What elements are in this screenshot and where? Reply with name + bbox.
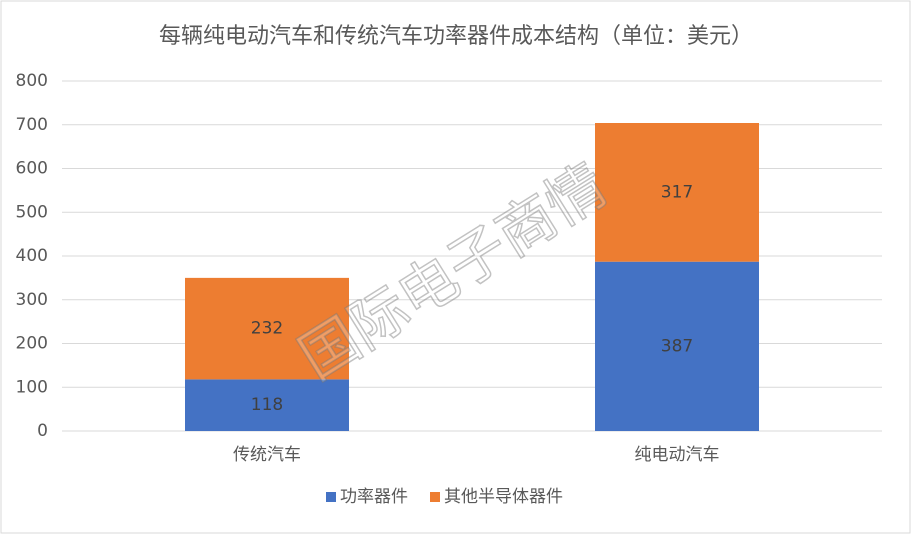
y-tick-label: 0 <box>37 421 48 441</box>
y-tick-label: 100 <box>16 377 48 397</box>
chart-title: 每辆纯电动汽车和传统汽车功率器件成本结构（单位：美元） <box>159 24 753 49</box>
legend-label: 功率器件 <box>340 487 408 507</box>
y-tick-label: 800 <box>16 71 48 91</box>
bar-segment <box>595 123 759 262</box>
data-label: 232 <box>251 319 283 339</box>
data-label: 317 <box>661 182 693 202</box>
y-tick-label: 700 <box>16 115 48 135</box>
x-tick-label: 传统汽车 <box>233 445 301 465</box>
y-tick-label: 400 <box>16 246 48 266</box>
legend-swatch <box>430 492 440 502</box>
y-tick-label: 600 <box>16 159 48 179</box>
x-tick-label: 纯电动汽车 <box>635 445 720 465</box>
bar-segment <box>185 379 349 431</box>
data-label: 118 <box>251 395 283 415</box>
bar-segment <box>595 261 759 431</box>
y-tick-label: 500 <box>16 202 48 222</box>
legend-label: 其他半导体器件 <box>444 487 563 507</box>
bar-segment <box>185 277 349 380</box>
y-tick-label: 200 <box>16 334 48 354</box>
y-tick-label: 300 <box>16 290 48 310</box>
data-label: 387 <box>661 336 693 356</box>
legend-swatch <box>326 492 336 502</box>
